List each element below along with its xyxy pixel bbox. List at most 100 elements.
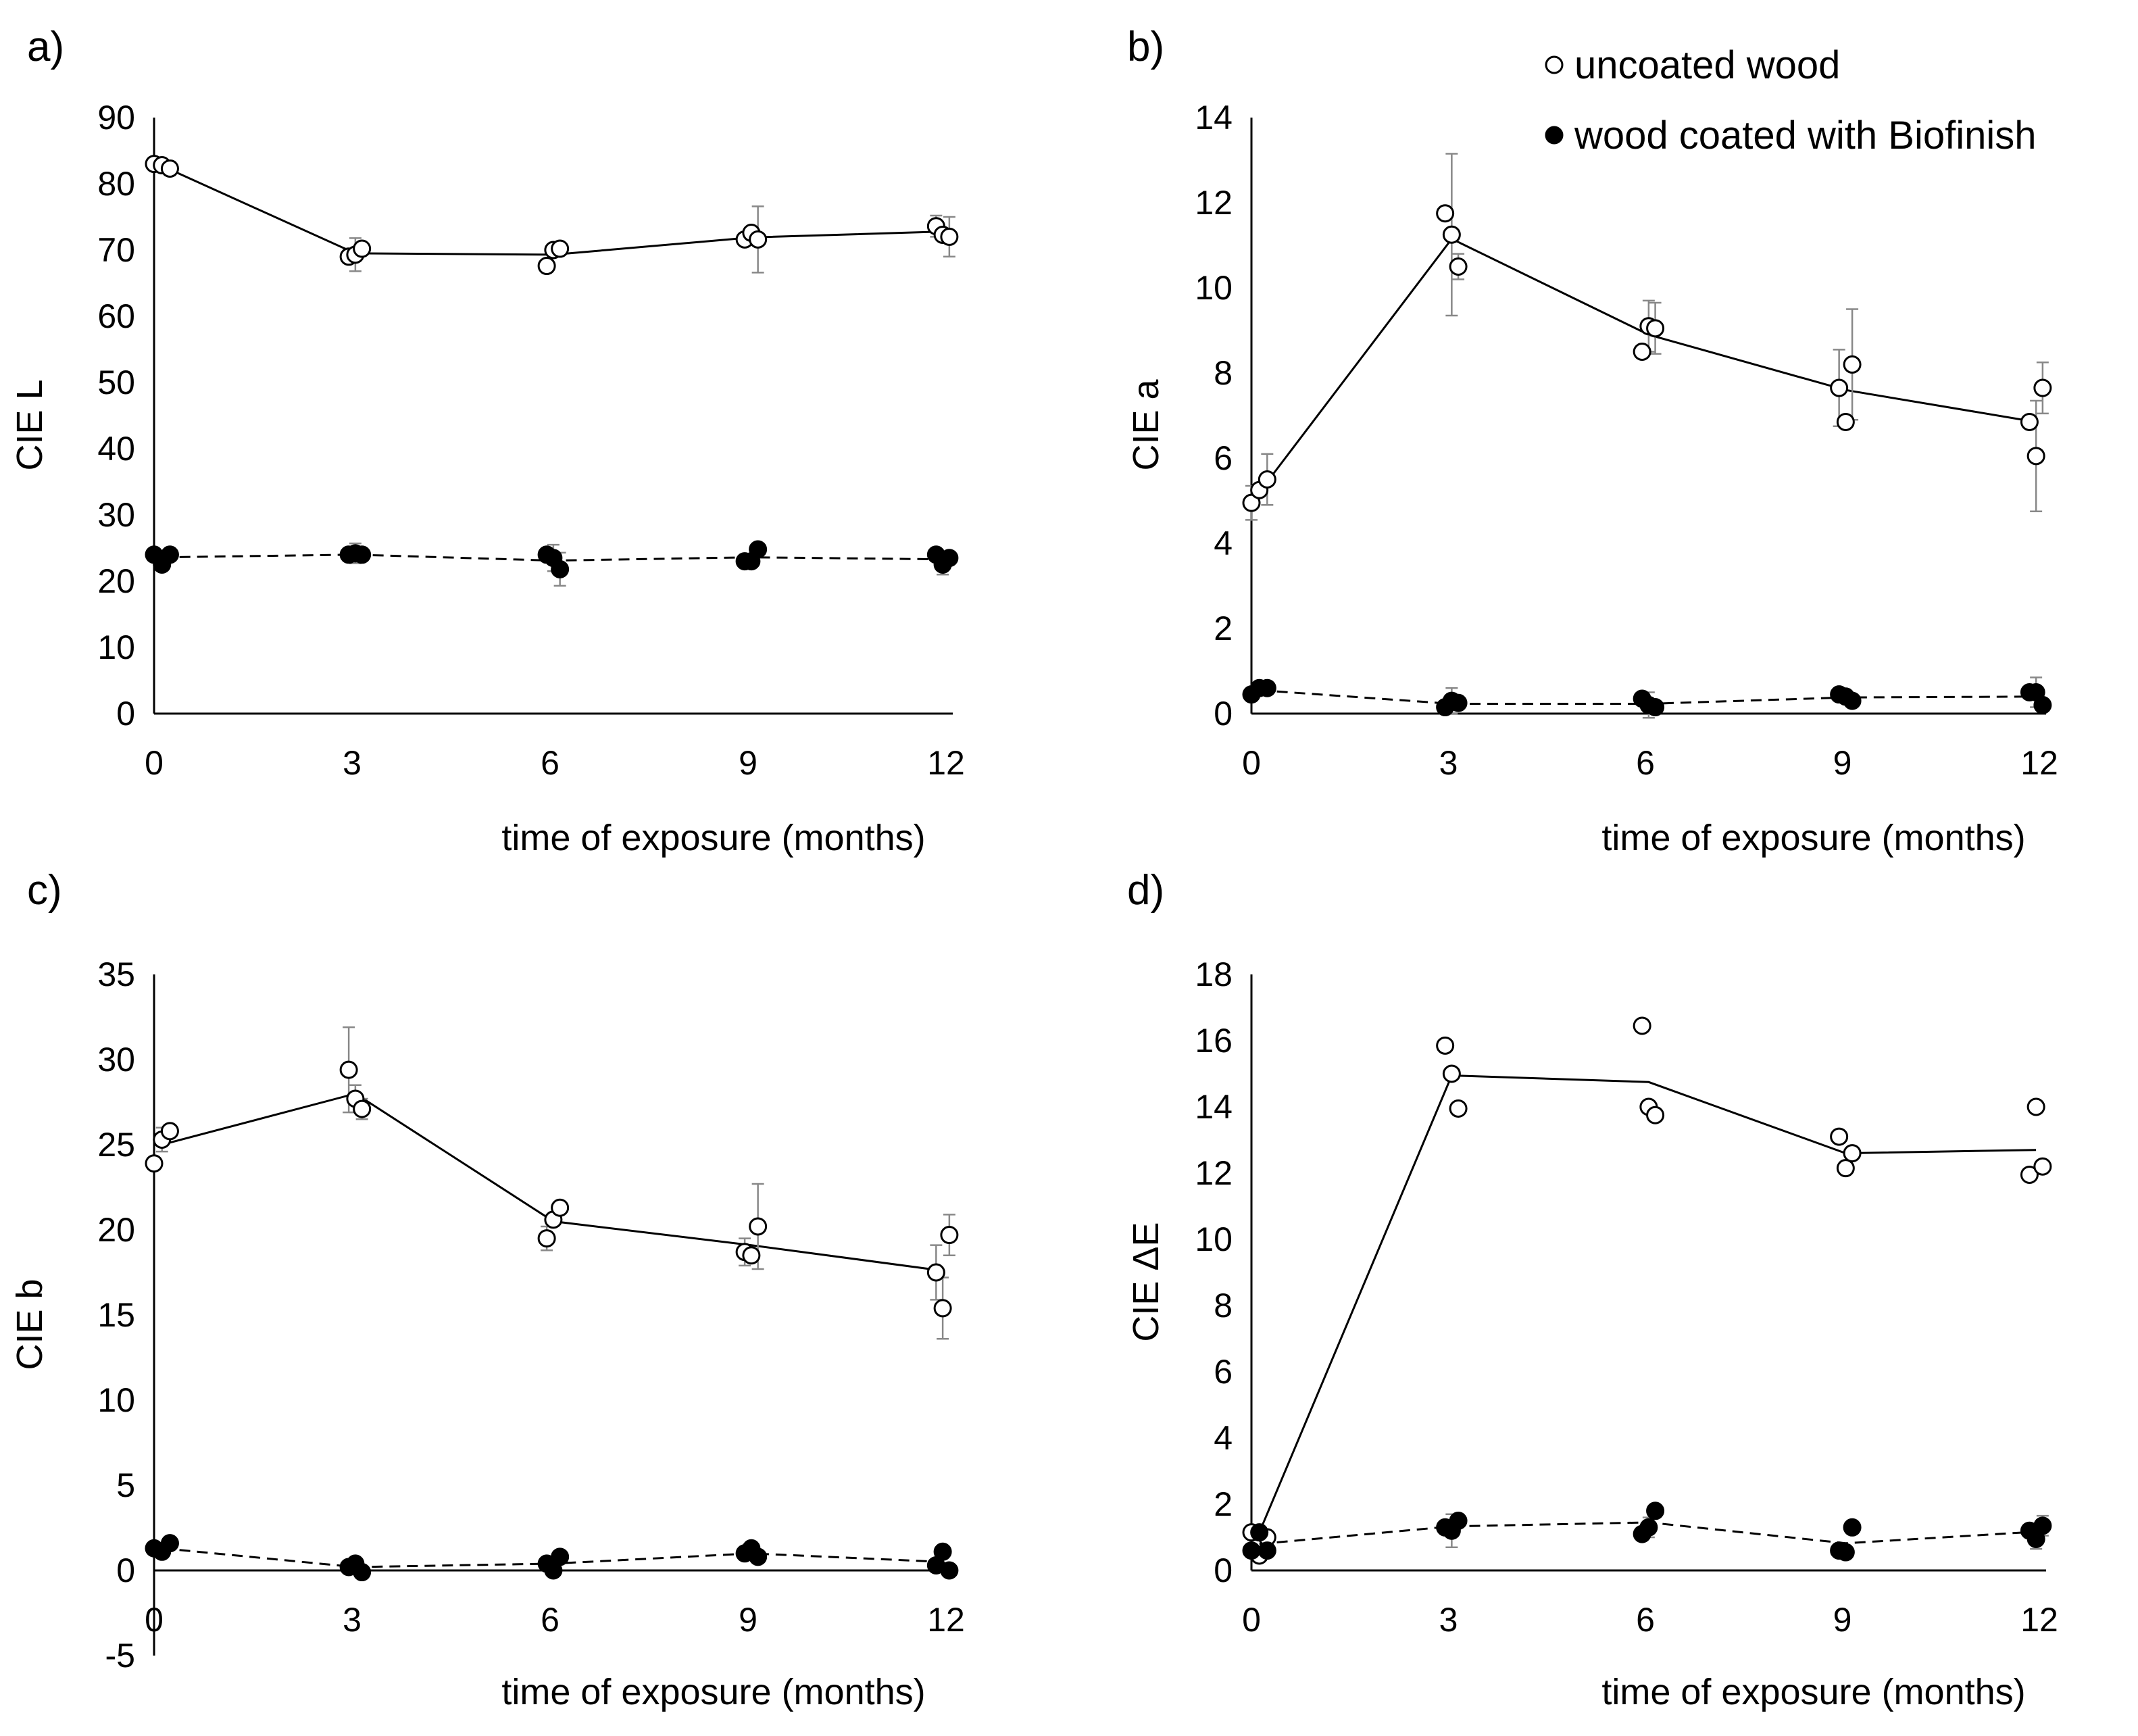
data-point-coated bbox=[1258, 678, 1276, 697]
data-point-uncoated bbox=[353, 1099, 372, 1118]
y-axis-title: CIE b bbox=[9, 1279, 50, 1370]
panel-label-a: a) bbox=[27, 24, 64, 70]
data-point-uncoated bbox=[353, 239, 372, 258]
data-point-coated bbox=[1242, 1541, 1261, 1560]
data-point-uncoated bbox=[1633, 1016, 1651, 1035]
panel-label-b: b) bbox=[1127, 24, 1164, 70]
data-point-coated bbox=[940, 1561, 959, 1580]
data-point-uncoated bbox=[160, 159, 179, 178]
data-point-uncoated bbox=[1449, 1099, 1468, 1118]
y-axis-title: CIE a bbox=[1126, 379, 1166, 471]
legend-label-coated: wood coated with Biofinish bbox=[1574, 114, 2037, 157]
x-tick-label: 3 bbox=[1439, 1601, 1458, 1639]
data-point-coated bbox=[940, 549, 959, 568]
data-point-coated bbox=[1449, 693, 1468, 712]
y-tick-label: 4 bbox=[1214, 1419, 1233, 1457]
data-point-uncoated bbox=[2027, 1097, 2045, 1116]
data-point-uncoated bbox=[1436, 204, 1455, 223]
y-tick-label: 70 bbox=[97, 231, 135, 269]
data-point-uncoated bbox=[537, 257, 556, 276]
y-tick-label: 14 bbox=[1195, 99, 1233, 137]
y-tick-label: 10 bbox=[1195, 1220, 1233, 1258]
data-point-uncoated bbox=[551, 1198, 570, 1217]
data-point-uncoated bbox=[1442, 1064, 1461, 1083]
y-tick-label: 20 bbox=[97, 562, 135, 600]
y-tick-label: 25 bbox=[97, 1126, 135, 1164]
data-point-coated bbox=[2033, 1516, 2052, 1535]
data-point-uncoated bbox=[2020, 412, 2039, 431]
x-tick-label: 6 bbox=[541, 1601, 560, 1639]
chart-panel-b: 0 2 4 6 8 10 12 14 0 3 6 9 12 time of exposure (month… bbox=[1126, 99, 2058, 858]
series-line-uncoated bbox=[1258, 1074, 2037, 1533]
x-tick-label: 3 bbox=[343, 744, 362, 782]
data-point-uncoated bbox=[1836, 1159, 1855, 1178]
data-point-coated bbox=[1258, 1541, 1276, 1560]
data-point-coated bbox=[2033, 695, 2052, 714]
y-tick-label: 12 bbox=[1195, 1154, 1233, 1192]
data-point-coated bbox=[160, 545, 179, 564]
panel-label-c: c) bbox=[27, 867, 62, 914]
data-point-coated bbox=[353, 545, 372, 564]
chart-panel-d: 0 2 4 6 8 10 12 14 16 18 0 3 6 9 12 time of exposure (m… bbox=[1126, 956, 2058, 1712]
y-tick-label: 50 bbox=[97, 364, 135, 401]
data-point-uncoated bbox=[749, 1217, 768, 1236]
y-tick-label: 15 bbox=[97, 1296, 135, 1334]
legend-open-marker bbox=[1545, 55, 1564, 74]
y-tick-label: 10 bbox=[1195, 269, 1233, 307]
data-point-uncoated bbox=[2020, 1165, 2039, 1184]
data-point-uncoated bbox=[1843, 355, 1862, 374]
data-point-coated bbox=[353, 1563, 372, 1582]
data-point-uncoated bbox=[1242, 493, 1261, 512]
x-tick-label: 9 bbox=[1833, 744, 1852, 782]
data-point-coated bbox=[933, 1542, 952, 1561]
y-tick-label: 14 bbox=[1195, 1088, 1233, 1126]
data-point-uncoated bbox=[940, 227, 959, 246]
data-point-coated bbox=[1639, 1518, 1658, 1537]
data-point-uncoated bbox=[1633, 343, 1651, 361]
y-tick-label: 8 bbox=[1214, 354, 1233, 392]
y-axis-title: CIE ΔE bbox=[1126, 1222, 1166, 1341]
x-tick-label: 6 bbox=[1636, 1601, 1655, 1639]
y-axis-title: CIE L bbox=[9, 379, 50, 470]
x-tick-label: 9 bbox=[739, 1601, 757, 1639]
x-tick-label: 12 bbox=[927, 1601, 965, 1639]
data-point-coated bbox=[749, 1547, 768, 1566]
data-point-coated bbox=[551, 1547, 570, 1566]
data-point-uncoated bbox=[926, 1263, 945, 1282]
y-tick-label: 6 bbox=[1214, 439, 1233, 477]
x-axis-title: time of exposure (months) bbox=[501, 818, 925, 858]
data-point-uncoated bbox=[1442, 225, 1461, 244]
y-tick-label: 30 bbox=[97, 1041, 135, 1078]
x-tick-label: 0 bbox=[1242, 744, 1261, 782]
data-point-coated bbox=[160, 1534, 179, 1553]
y-tick-label: 10 bbox=[97, 1381, 135, 1419]
data-point-coated bbox=[551, 560, 570, 578]
x-tick-label: 12 bbox=[927, 744, 965, 782]
data-point-coated bbox=[1250, 1523, 1269, 1542]
x-tick-label: 3 bbox=[1439, 744, 1458, 782]
data-point-uncoated bbox=[2033, 378, 2052, 397]
y-tick-label: 18 bbox=[1195, 956, 1233, 993]
data-point-uncoated bbox=[940, 1226, 959, 1245]
series-line-uncoated bbox=[1258, 237, 2037, 493]
data-point-uncoated bbox=[1836, 412, 1855, 431]
data-point-uncoated bbox=[933, 1299, 952, 1318]
data-point-uncoated bbox=[1646, 1106, 1665, 1124]
x-axis-title: time of exposure (months) bbox=[1601, 818, 2025, 858]
data-point-uncoated bbox=[145, 1154, 164, 1173]
y-tick-label: 5 bbox=[116, 1466, 135, 1504]
y-tick-label: 20 bbox=[97, 1211, 135, 1249]
data-point-uncoated bbox=[1449, 257, 1468, 276]
y-tick-label: 6 bbox=[1214, 1353, 1233, 1391]
data-point-uncoated bbox=[2027, 447, 2045, 466]
x-tick-label: 9 bbox=[739, 744, 757, 782]
data-point-uncoated bbox=[749, 230, 768, 249]
legend-filled-marker bbox=[1545, 126, 1564, 145]
y-tick-label: 0 bbox=[116, 695, 135, 733]
x-tick-label: 6 bbox=[1636, 744, 1655, 782]
x-tick-label: 3 bbox=[343, 1601, 362, 1639]
y-tick-label: 16 bbox=[1195, 1022, 1233, 1060]
y-tick-label: 0 bbox=[1214, 695, 1233, 733]
y-tick-label: 0 bbox=[116, 1552, 135, 1589]
